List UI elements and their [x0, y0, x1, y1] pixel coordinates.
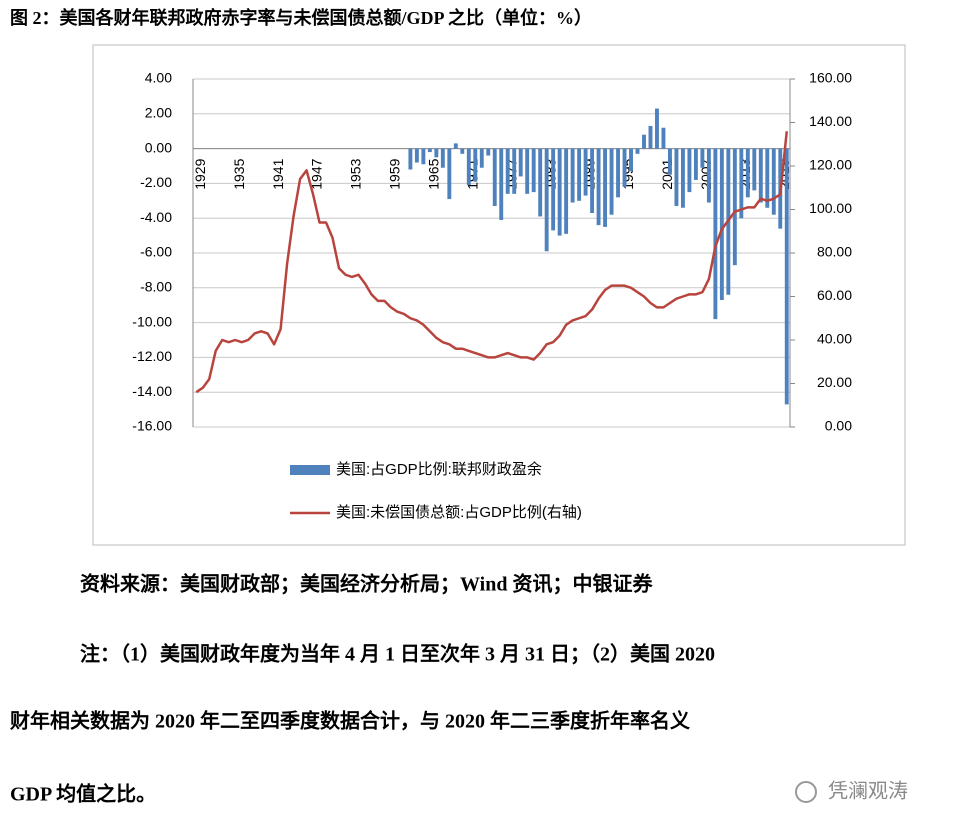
- source: 资料来源：美国财政部；美国经济分析局；Wind 资讯；中银证券: [80, 572, 653, 596]
- note: GDP 均值之比。: [10, 782, 156, 806]
- x-tick-label: 1935: [231, 158, 247, 189]
- bar: [719, 148, 724, 300]
- bar: [590, 148, 595, 213]
- bar: [408, 148, 413, 170]
- bar: [609, 148, 614, 215]
- bar: [765, 148, 770, 208]
- legend-label: 美国:占GDP比例:联邦财政盈余: [336, 460, 542, 478]
- y2-tick-label: 40.00: [817, 331, 852, 347]
- y-tick-label: -10.00: [132, 313, 172, 329]
- y2-tick-label: 120.00: [809, 157, 852, 173]
- bar: [486, 148, 491, 156]
- bar: [570, 148, 575, 203]
- y2-tick-label: 80.00: [817, 244, 852, 260]
- bar: [648, 125, 653, 149]
- bar: [421, 148, 426, 165]
- bar: [440, 148, 445, 168]
- bar: [466, 148, 471, 186]
- y2-tick-label: 100.00: [809, 200, 852, 216]
- watermark: 凭澜观涛: [828, 779, 908, 803]
- chart-frame: [92, 44, 906, 546]
- bar: [551, 148, 556, 231]
- bar: [512, 148, 517, 194]
- y-tick-label: 2.00: [145, 105, 172, 121]
- x-tick-label: 2001: [659, 158, 675, 189]
- bar: [629, 148, 633, 172]
- note: 财年相关数据为 2020 年二至四季度数据合计，与 2020 年二三季度折年率名…: [10, 709, 690, 733]
- bar: [544, 148, 549, 252]
- y-tick-label: -16.00: [132, 418, 172, 434]
- bar: [479, 148, 484, 168]
- bar: [538, 148, 543, 217]
- x-tick-label: 1929: [192, 158, 208, 189]
- y-tick-label: -6.00: [140, 244, 172, 260]
- bar: [603, 148, 608, 227]
- bar: [622, 148, 627, 187]
- bar: [616, 148, 620, 198]
- bar: [460, 148, 465, 154]
- bar: [745, 148, 750, 198]
- bar: [447, 148, 452, 200]
- y-tick-label: -8.00: [140, 279, 172, 295]
- y-tick-label: -2.00: [140, 174, 172, 190]
- y-tick-label: -4.00: [140, 209, 172, 225]
- bar: [505, 148, 510, 194]
- y-tick-label: 4.00: [145, 70, 172, 86]
- bar: [655, 108, 659, 149]
- bar: [687, 148, 692, 193]
- y2-tick-label: 20.00: [817, 374, 852, 390]
- bar: [414, 148, 419, 163]
- bar: [693, 148, 698, 180]
- bar: [752, 148, 757, 191]
- x-tick-label: 1947: [309, 158, 325, 189]
- line: [195, 131, 789, 394]
- bar: [668, 148, 672, 175]
- y2-tick-label: 60.00: [817, 287, 852, 303]
- bar: [492, 148, 497, 207]
- bar: [518, 148, 523, 177]
- note: 注：（1）美国财政年度为当年 4 月 1 日至次年 3 月 31 日；（2）美国…: [80, 642, 715, 666]
- legend-label: 美国:未偿国债总额:占GDP比例(右轴): [336, 504, 582, 521]
- bar: [784, 148, 789, 405]
- y2-tick-label: 0.00: [825, 418, 852, 434]
- x-tick-label: 1965: [426, 158, 442, 189]
- bar: [583, 148, 588, 196]
- bar: [732, 148, 737, 266]
- legend-swatch: [290, 465, 330, 475]
- bar: [680, 148, 685, 208]
- bar: [739, 148, 744, 219]
- bar: [473, 148, 478, 182]
- bar: [713, 148, 718, 320]
- bar: [557, 148, 562, 236]
- bar: [531, 148, 536, 193]
- bar: [771, 148, 776, 215]
- bar: [596, 148, 601, 226]
- bar: [434, 148, 439, 158]
- y-tick-label: 0.00: [145, 139, 172, 155]
- bar: [706, 148, 711, 203]
- y-tick-label: -12.00: [132, 348, 172, 364]
- bar: [564, 148, 569, 234]
- bar: [700, 148, 705, 168]
- bar: [427, 148, 432, 153]
- bar: [635, 148, 640, 154]
- bar: [661, 127, 666, 149]
- chart-title: 图 2：美国各财年联邦政府赤字率与未偿国债总额/GDP 之比（单位：%）: [10, 7, 592, 28]
- bar: [642, 134, 646, 149]
- x-tick-label: 1959: [387, 158, 403, 189]
- bar: [525, 148, 530, 194]
- bar: [453, 143, 458, 149]
- bar: [577, 148, 582, 201]
- bar: [499, 148, 504, 220]
- watermark-icon: [795, 781, 817, 803]
- bar: [758, 148, 763, 203]
- x-tick-label: 1941: [270, 158, 286, 189]
- y2-tick-label: 160.00: [809, 70, 852, 86]
- y2-tick-label: 140.00: [809, 113, 852, 129]
- bar: [674, 148, 679, 207]
- y-tick-label: -14.00: [132, 383, 172, 399]
- x-tick-label: 1953: [348, 158, 364, 189]
